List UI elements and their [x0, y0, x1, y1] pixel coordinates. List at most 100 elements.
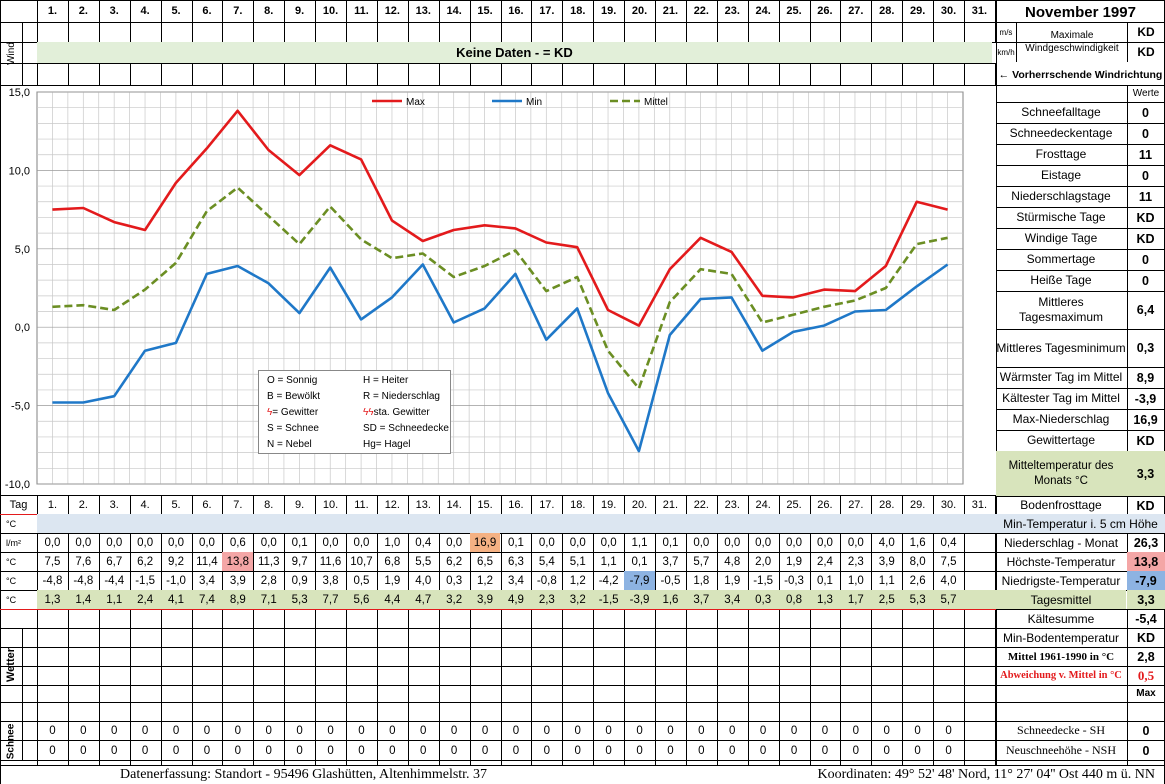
stat-label: Eistage [1040, 168, 1082, 182]
unit-label: °C [6, 575, 17, 586]
legend-code: N = Nebel [267, 439, 312, 450]
stat-row: Kältester Tag im Mittel -3,9 [996, 388, 1165, 409]
table-cell: -1,5 [135, 574, 156, 587]
y-tick-label: -10,0 [5, 479, 30, 490]
legend-code: ϟ= Gewitter [267, 407, 319, 418]
grid-line [996, 123, 1165, 124]
day-header-cell: 13. [415, 5, 431, 17]
grid-line [376, 0, 378, 42]
table-cell: 7,5 [940, 555, 957, 568]
grid-line [964, 495, 965, 765]
grid-line [996, 249, 1165, 250]
snow-cell: 0 [172, 724, 180, 737]
grid-line [0, 740, 1165, 741]
grid-line [562, 495, 564, 765]
grid-line [747, 495, 749, 765]
stat-row: Schneedeckentage 0 [996, 123, 1165, 144]
table-cell: -0,8 [536, 574, 557, 587]
stat-value: 11 [1138, 147, 1153, 162]
stat-row: Heiße Tage 0 [996, 270, 1165, 291]
day-header-cell: 5. [171, 5, 181, 17]
grid-line [0, 666, 1165, 667]
grid-line [871, 0, 873, 42]
grid-line [0, 22, 1165, 23]
table-cell: 0,0 [446, 536, 463, 549]
snow-cell: 0 [450, 744, 458, 757]
day-header-cell: 22. [693, 498, 709, 511]
grid-line [469, 0, 471, 42]
day-header-cell: 24. [755, 5, 771, 17]
day-header-cell: 7. [233, 498, 243, 511]
grid-line [902, 63, 904, 85]
unit-label: °C [6, 556, 17, 567]
grid-line [778, 63, 780, 85]
grid-line [809, 63, 811, 85]
day-header-cell: 9. [295, 5, 305, 17]
y-tick-label: 5,0 [15, 244, 30, 256]
table-cell: 11,4 [196, 555, 218, 568]
wind-max-kmh: KD [1137, 45, 1155, 59]
table-cell: 2,0 [755, 555, 772, 568]
stat-row: Windige Tage KD [996, 228, 1165, 249]
stat-row: Wärmster Tag im Mittel 8,9 [996, 367, 1165, 388]
stat-row: Mittleres Tagesmaximum 6,4 [996, 291, 1165, 329]
snow-cell: 0 [821, 744, 829, 757]
day-header-cell: 15. [477, 5, 493, 17]
extra-stat-value: 0,5 [1137, 667, 1155, 683]
grid-line [0, 0, 1165, 1]
grid-line [0, 571, 1165, 572]
stat-label: Stürmische Tage [1016, 210, 1106, 224]
grid-line [996, 207, 1165, 208]
day-header-cell: 22. [693, 5, 709, 17]
grid-line [809, 495, 811, 765]
snow-cell: 0 [759, 744, 767, 757]
stat-row: Mittleres Tagesminimum 0,3 [996, 329, 1165, 367]
legend-code: S = Schnee [267, 423, 319, 434]
stat-value: -3,9 [1134, 391, 1157, 406]
grid-line [0, 552, 1165, 553]
grid-line [500, 495, 502, 765]
stat-label: Wärmster Tag im Mittel [999, 370, 1123, 384]
grid-line [964, 63, 965, 85]
stat-value: 0 [1142, 126, 1149, 141]
table-cell: 1,6 [909, 536, 926, 549]
table-cell: 3,9 [229, 574, 246, 587]
grid-line [222, 495, 224, 765]
snow-cell: 0 [790, 744, 798, 757]
snow-cell: 0 [234, 724, 242, 737]
stat-label: Kältester Tag im Mittel [1002, 391, 1120, 405]
table-cell: 6,3 [507, 555, 524, 568]
grid-line [315, 0, 317, 42]
snow-cell: 0 [543, 744, 551, 757]
legend-label: Max [406, 97, 425, 108]
snow-cell: 0 [945, 724, 952, 737]
stat-value: 0 [1142, 105, 1149, 120]
grid-line [0, 63, 996, 64]
series-line-max [52, 109, 948, 327]
stat-row: Niederschlagstage 11 [996, 186, 1165, 207]
table-cell [964, 571, 995, 590]
table-cell [964, 552, 995, 571]
wind-unit-kmh: km/h [997, 47, 1015, 57]
grid-line [593, 63, 595, 85]
footer-coordinates: Koordinaten: 49° 52' 48' Nord, 11° 27' 0… [817, 766, 1156, 782]
grid-line [37, 495, 38, 765]
snow-cell: 0 [49, 744, 56, 757]
stat-value: KD [1136, 231, 1155, 246]
legend-label: Mittel [644, 97, 668, 108]
snow-cell: 0 [358, 744, 365, 757]
series-line-min [52, 263, 949, 453]
table-cell: 3,4 [724, 593, 741, 606]
tag-label: Tag [9, 498, 28, 511]
table-cell: 6,5 [477, 555, 494, 568]
snow-row-label: Neuschneehöhe - NSH [1006, 743, 1116, 757]
table-cell: 0,0 [168, 536, 185, 549]
grid-line [315, 495, 317, 765]
snow-cell: 0 [203, 744, 211, 757]
legend-code: R = Niederschlag [363, 391, 440, 402]
footer-location: Datenerfassung: Standort - 95496 Glashüt… [120, 766, 488, 782]
day-header-cell: 14. [446, 498, 462, 511]
table-cell: 0,0 [786, 536, 803, 549]
grid-line [98, 495, 100, 765]
grid-line [222, 0, 224, 42]
